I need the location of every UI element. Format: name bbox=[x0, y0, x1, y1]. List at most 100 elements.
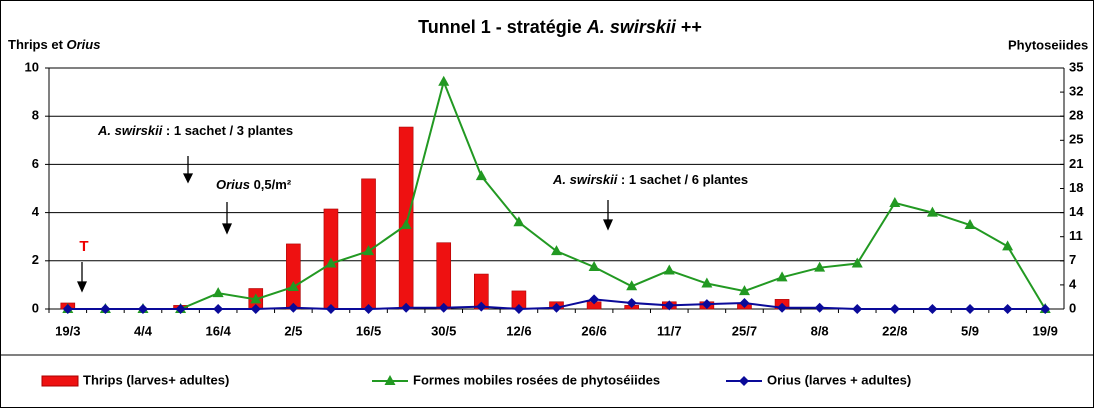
y-tick-label: 10 bbox=[25, 59, 39, 74]
y2-tick-label: 32 bbox=[1069, 84, 1083, 99]
y2-axis-label: Phytoseiides bbox=[1008, 37, 1088, 52]
x-tick-label: 8/8 bbox=[811, 323, 829, 338]
marker bbox=[738, 285, 750, 296]
marker bbox=[400, 218, 412, 229]
marker bbox=[325, 257, 337, 268]
arrow-head bbox=[76, 281, 88, 293]
marker bbox=[739, 376, 749, 386]
marker bbox=[1040, 304, 1051, 314]
x-tick-label: 30/5 bbox=[431, 323, 456, 338]
legend-label: Orius (larves + adultes) bbox=[767, 372, 911, 387]
marker bbox=[851, 257, 863, 268]
marker bbox=[250, 293, 262, 304]
y-tick-label: 6 bbox=[32, 156, 39, 171]
marker bbox=[384, 375, 396, 385]
marker bbox=[776, 271, 788, 282]
x-tick-label: 5/9 bbox=[961, 323, 979, 338]
y-axis-label: Thrips et Orius bbox=[8, 37, 100, 52]
marker bbox=[589, 294, 600, 305]
title-part: A. swirskii bbox=[586, 17, 677, 37]
y2-tick-label: 11 bbox=[1069, 228, 1083, 243]
y2-tick-label: 28 bbox=[1069, 108, 1083, 123]
arrow-head bbox=[602, 219, 614, 231]
marker bbox=[475, 170, 487, 181]
x-tick-label: 26/6 bbox=[581, 323, 606, 338]
marker bbox=[664, 300, 675, 311]
marker bbox=[964, 218, 976, 229]
y2-tick-label: 14 bbox=[1069, 204, 1084, 219]
marker bbox=[626, 297, 637, 308]
marker bbox=[213, 304, 224, 314]
bar bbox=[436, 242, 452, 310]
annotation-part: 0,5/m² bbox=[250, 177, 292, 192]
marker bbox=[1002, 304, 1013, 314]
label-part: Thrips et bbox=[8, 37, 67, 52]
x-tick-label: 16/4 bbox=[206, 323, 232, 338]
marker bbox=[325, 304, 336, 314]
marker bbox=[438, 75, 450, 86]
x-tick-label: 11/7 bbox=[657, 323, 682, 338]
x-tick-label: 4/4 bbox=[134, 323, 153, 338]
x-tick-label: 25/7 bbox=[732, 323, 757, 338]
marker bbox=[476, 301, 487, 312]
marker bbox=[701, 299, 712, 310]
y2-tick-label: 25 bbox=[1069, 132, 1083, 147]
legend-label: Formes mobiles rosées de phytoséiides bbox=[413, 372, 660, 387]
x-tick-label: 2/5 bbox=[284, 323, 302, 338]
annotation-part: Orius bbox=[216, 177, 250, 192]
marker bbox=[513, 216, 525, 227]
label-part: Orius bbox=[67, 37, 101, 52]
y-tick-label: 4 bbox=[32, 204, 40, 219]
annotation: T bbox=[79, 238, 88, 255]
x-tick-label: 12/6 bbox=[506, 323, 531, 338]
marker bbox=[363, 304, 374, 314]
marker bbox=[551, 302, 562, 313]
marker bbox=[175, 304, 186, 314]
marker bbox=[438, 302, 449, 313]
y2-tick-label: 18 bbox=[1069, 180, 1083, 195]
x-tick-label: 19/3 bbox=[55, 323, 80, 338]
marker bbox=[287, 280, 299, 291]
line-series bbox=[62, 294, 1051, 314]
arrows bbox=[76, 156, 614, 293]
marker bbox=[212, 287, 224, 298]
bar-series bbox=[60, 126, 790, 310]
annotation-part: A. swirskii bbox=[552, 172, 618, 187]
legend-swatch bbox=[41, 375, 79, 387]
marker bbox=[288, 302, 299, 313]
marker bbox=[401, 302, 412, 313]
y2-tick-label: 0 bbox=[1069, 300, 1076, 315]
marker bbox=[663, 264, 675, 275]
title-part: ++ bbox=[676, 17, 702, 37]
marker bbox=[100, 304, 111, 314]
x-tick-label: 16/5 bbox=[356, 323, 381, 338]
bar bbox=[398, 126, 414, 310]
marker bbox=[551, 245, 562, 256]
annotation: A. swirskii : 1 sachet / 6 plantes bbox=[552, 172, 748, 187]
marker bbox=[777, 302, 788, 313]
y-tick-label: 2 bbox=[32, 252, 39, 267]
marker bbox=[889, 304, 900, 314]
y2-tick-label: 7 bbox=[1069, 252, 1076, 267]
marker bbox=[363, 245, 375, 256]
marker bbox=[588, 260, 600, 271]
x-tick-label: 22/8 bbox=[882, 323, 907, 338]
arrow-head bbox=[182, 173, 194, 184]
marker bbox=[965, 304, 976, 314]
marker bbox=[852, 304, 863, 314]
x-tick-label: 19/9 bbox=[1033, 323, 1058, 338]
marker bbox=[926, 206, 938, 217]
annotation-part: A. swirskii bbox=[97, 123, 163, 138]
marker bbox=[626, 280, 638, 291]
arrow-head bbox=[221, 223, 233, 235]
annotation: A. swirskii : 1 sachet / 3 plantes bbox=[97, 123, 293, 138]
bar bbox=[286, 243, 301, 310]
marker bbox=[62, 304, 73, 314]
marker bbox=[1002, 240, 1014, 251]
marker bbox=[927, 304, 938, 314]
y2-tick-label: 35 bbox=[1069, 59, 1083, 74]
chart-title: Tunnel 1 - stratégie A. swirskii ++ bbox=[418, 17, 702, 37]
